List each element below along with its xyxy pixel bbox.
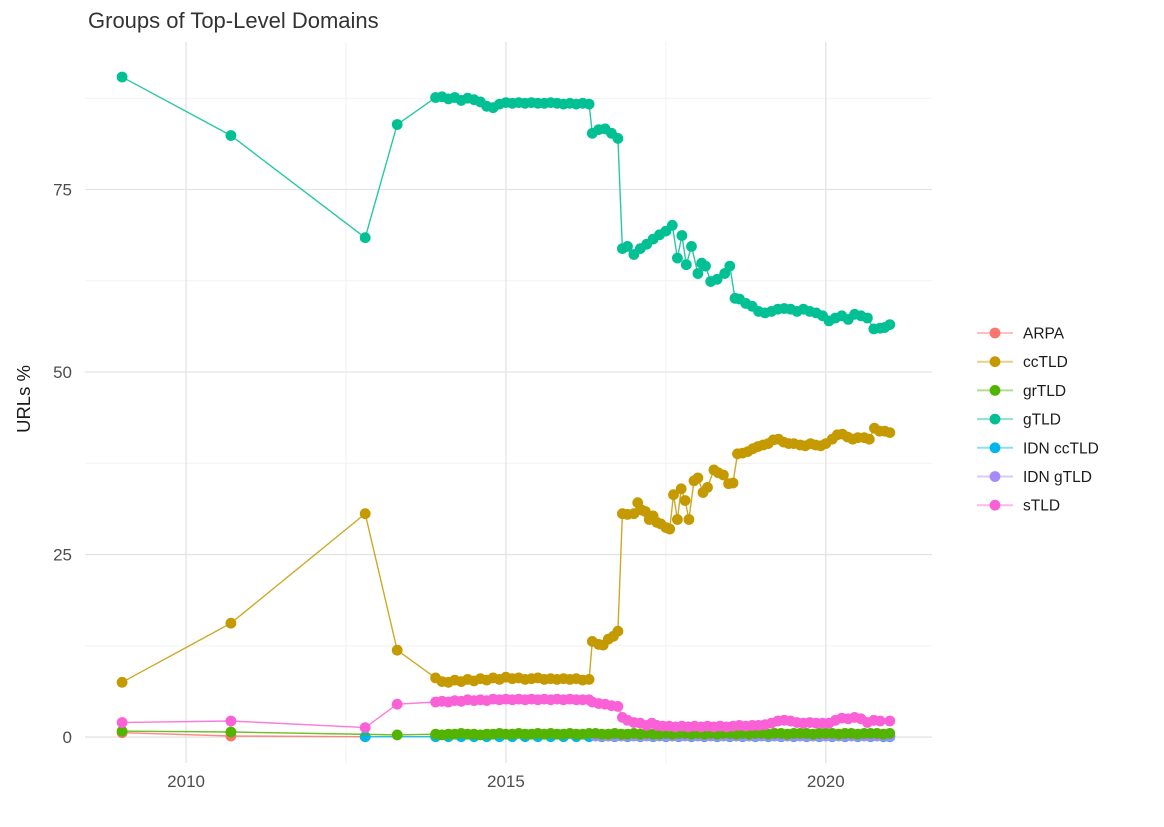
legend-key-point [989, 385, 1001, 396]
x-tick-label: 2010 [167, 772, 205, 791]
legend-key-point [989, 356, 1001, 368]
data-point [359, 232, 371, 244]
data-point [884, 319, 896, 330]
data-point [676, 230, 688, 241]
data-point [680, 259, 692, 271]
series-ccTLD [116, 422, 896, 688]
data-point [359, 508, 371, 520]
legend-item-label: ARPA [1023, 326, 1065, 343]
data-point [225, 130, 237, 141]
legend-item-IDN-ccTLD: IDN ccTLD [977, 440, 1099, 457]
legend-item-label: ccTLD [1023, 354, 1068, 371]
legend-key-point [989, 499, 1001, 511]
legend-item-gTLD: gTLD [977, 412, 1061, 429]
data-point [692, 268, 704, 279]
chart-title: Groups of Top-Level Domains [88, 8, 379, 33]
series-ARPA [116, 727, 371, 743]
data-point [668, 489, 679, 501]
data-point [391, 119, 403, 130]
series-gTLD [116, 71, 896, 335]
data-point [612, 701, 624, 712]
y-tick-label: 50 [53, 363, 72, 382]
data-point [116, 725, 128, 737]
y-tick-label: 0 [63, 728, 72, 747]
data-point [583, 98, 595, 110]
data-point [225, 617, 237, 629]
legend-item-grTLD: grTLD [977, 383, 1066, 400]
data-point [116, 676, 128, 688]
x-tick-label: 2015 [487, 772, 525, 791]
data-point [116, 71, 128, 83]
data-point [884, 728, 896, 739]
data-point [692, 472, 704, 484]
data-point [391, 698, 403, 710]
data-point [672, 514, 683, 525]
legend-item-sTLD: sTLD [977, 498, 1060, 515]
data-point [116, 717, 128, 728]
data-point [359, 722, 371, 733]
data-point [225, 726, 237, 738]
data-point [672, 252, 683, 264]
legend-key-point [989, 442, 1001, 454]
y-axis-title: URLs % [13, 365, 34, 433]
legend-item-label: IDN gTLD [1023, 469, 1092, 486]
data-point [679, 495, 691, 506]
grid-lines [85, 42, 932, 763]
legend: ARPA ccTLD grTLD gTLD IDN ccTLD IDN gTLD sTLD [977, 326, 1099, 515]
data-point [874, 715, 886, 727]
data-point [884, 715, 896, 727]
legend-key-point [989, 327, 1001, 339]
data-point [724, 260, 736, 272]
legend-item-ARPA: ARPA [977, 326, 1065, 343]
data-point [664, 523, 676, 535]
data-point [683, 514, 695, 525]
data-point [583, 674, 595, 685]
legend-item-label: IDN ccTLD [1023, 440, 1099, 457]
data-point [863, 433, 875, 445]
x-tick-label: 2020 [807, 772, 845, 791]
data-point [711, 273, 723, 285]
legend-item-label: gTLD [1023, 412, 1061, 429]
data-series [116, 71, 896, 743]
series-sTLD [116, 693, 896, 733]
legend-item-IDN-gTLD: IDN gTLD [977, 469, 1092, 486]
data-point [862, 312, 873, 324]
legend-key-point [989, 471, 1001, 482]
y-axis-tick-labels: 0 25 50 75 [53, 180, 72, 747]
legend-item-label: sTLD [1023, 498, 1060, 515]
data-point [675, 483, 687, 495]
data-point [700, 260, 711, 272]
data-point [622, 241, 633, 252]
data-point [727, 477, 739, 489]
data-point [702, 482, 713, 493]
data-point [612, 133, 624, 144]
data-point [666, 219, 678, 231]
data-point [884, 427, 896, 438]
data-point [391, 729, 403, 741]
legend-item-label: grTLD [1023, 383, 1066, 400]
y-tick-label: 75 [53, 180, 72, 199]
legend-key-point [989, 413, 1001, 425]
y-tick-label: 25 [53, 546, 72, 565]
legend-item-ccTLD: ccTLD [977, 354, 1068, 371]
x-axis-tick-labels: 2010 2015 2020 [167, 772, 845, 791]
data-point [225, 715, 237, 727]
data-point [686, 241, 697, 252]
data-point [718, 469, 729, 481]
data-point [612, 625, 624, 637]
data-point [391, 644, 403, 656]
